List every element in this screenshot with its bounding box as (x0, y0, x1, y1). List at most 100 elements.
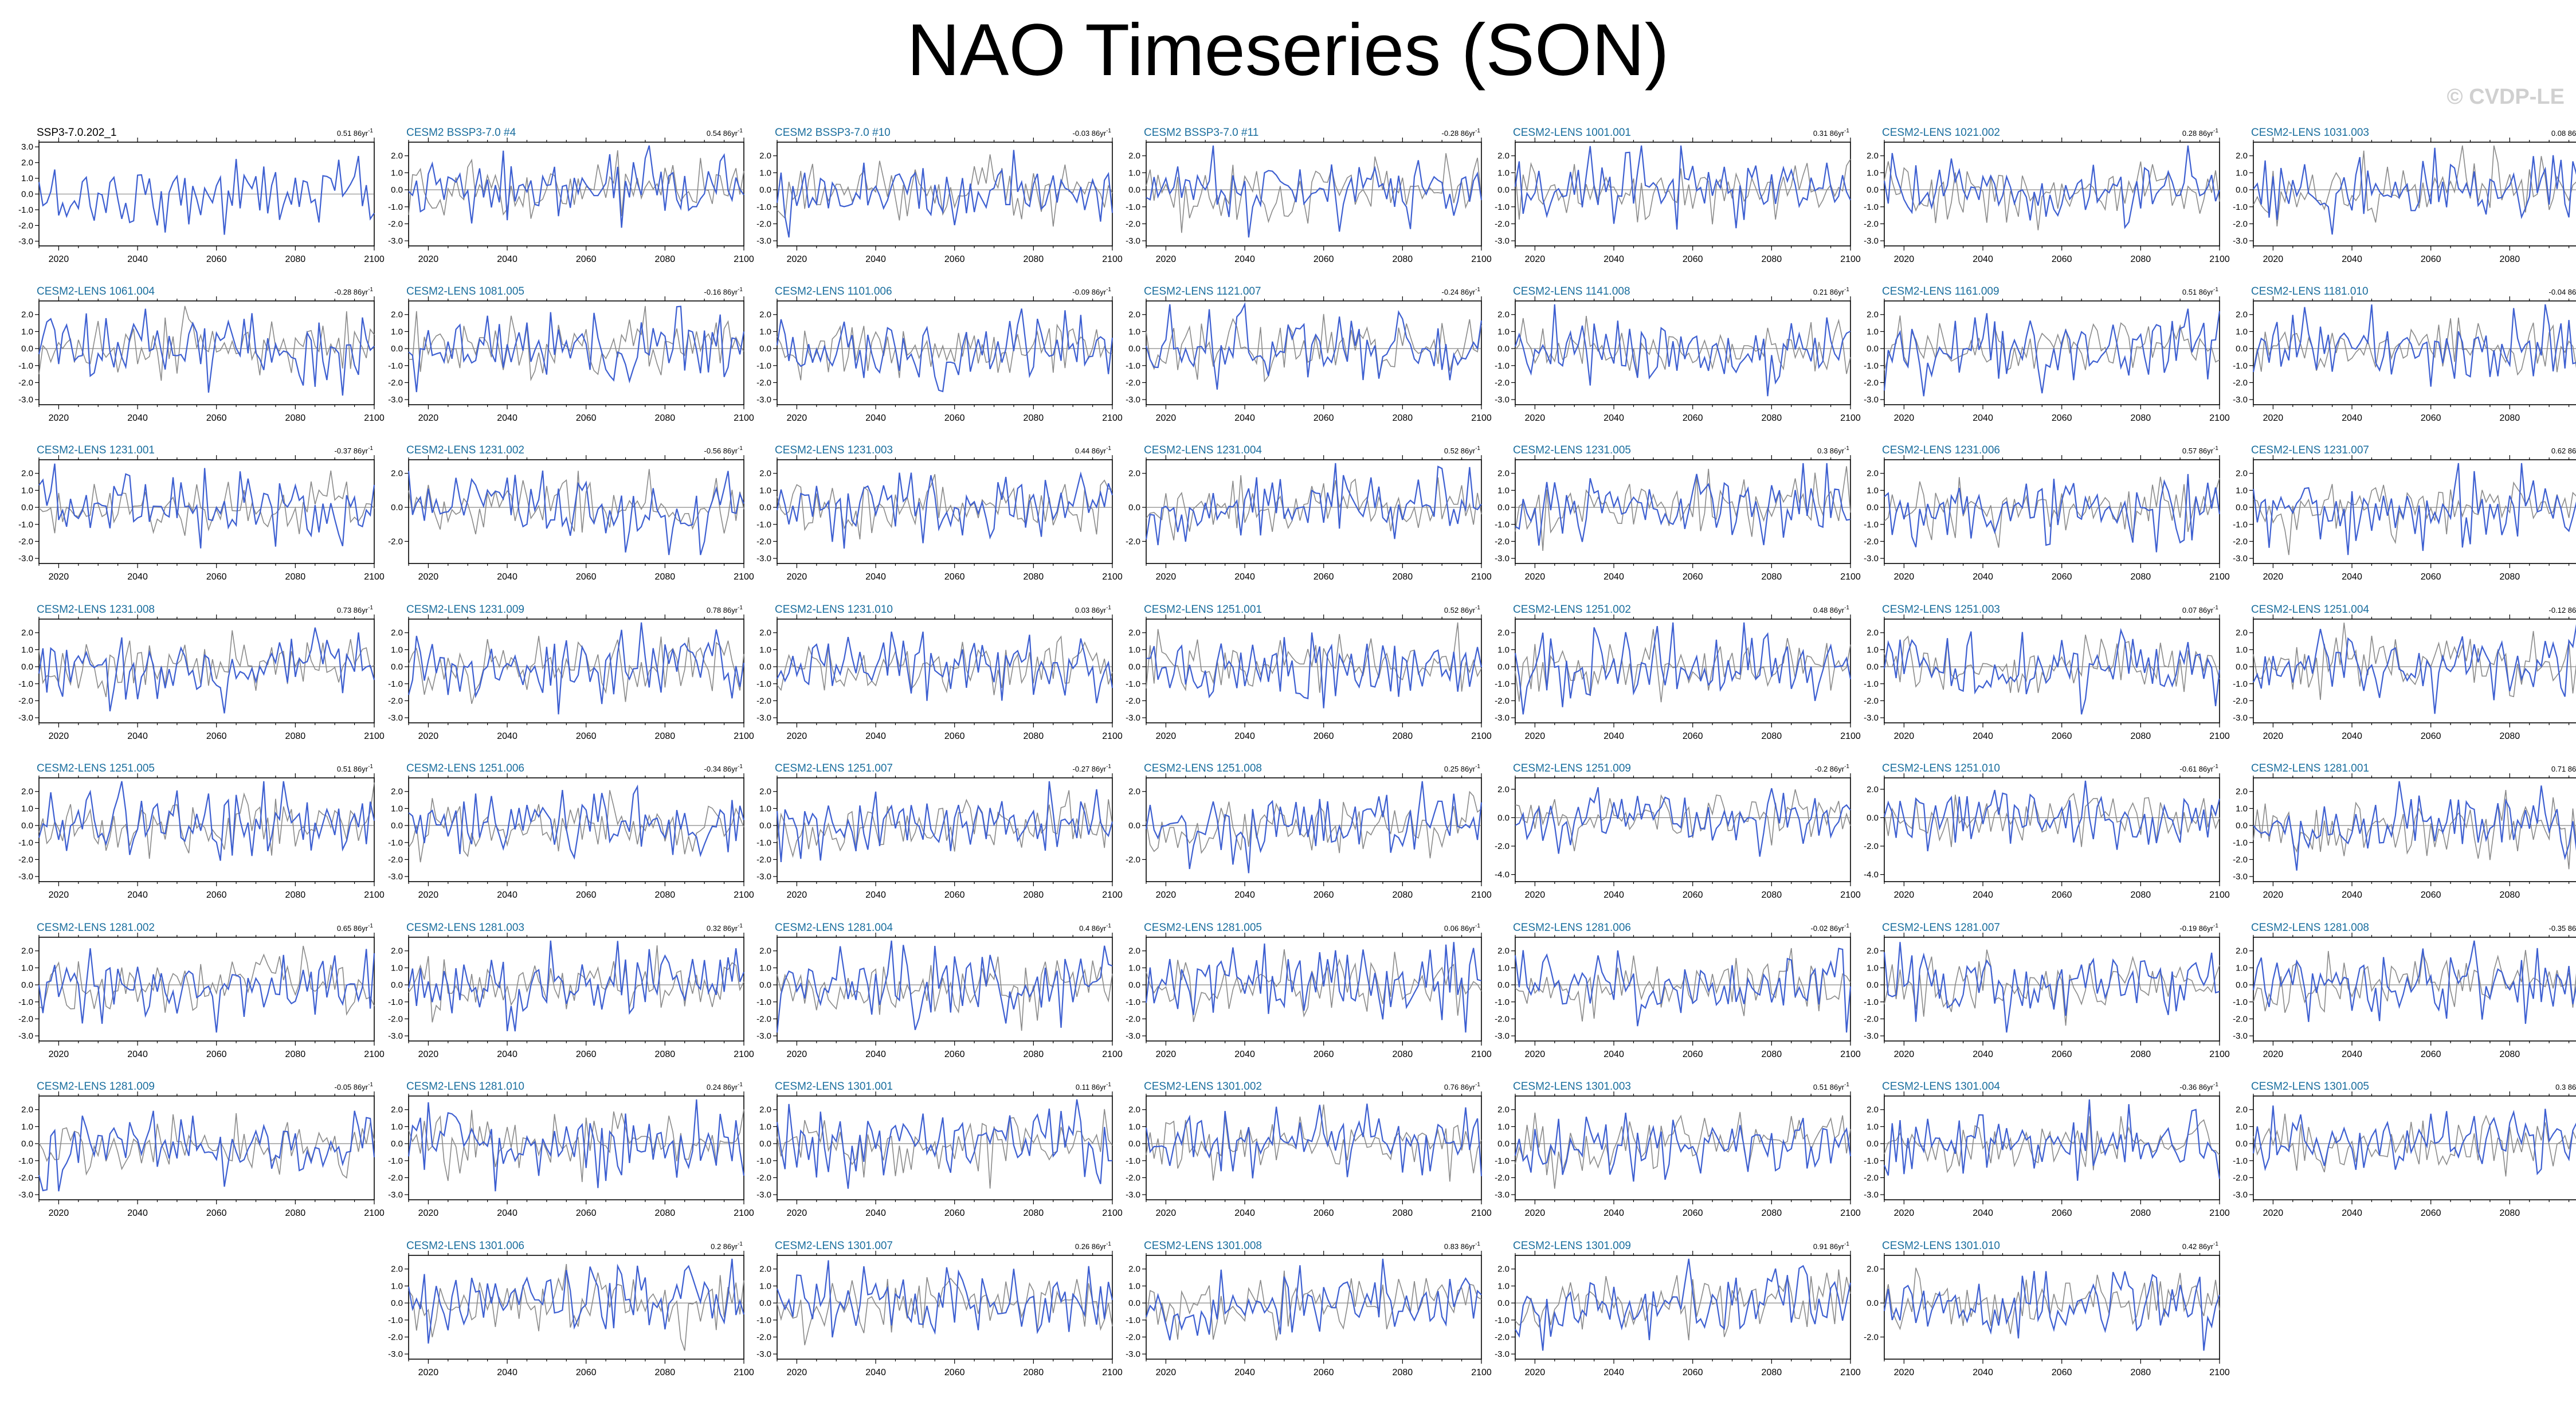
y-tick-label: -3.0 (1495, 1349, 1509, 1359)
y-tick-label: -3.0 (2233, 236, 2248, 246)
ensemble-mean-line (38, 470, 375, 536)
x-tick-label: 2080 (2131, 1050, 2151, 1059)
x-tick-label: 2060 (944, 890, 965, 900)
y-tick-label: 0.0 (2236, 1139, 2248, 1149)
y-tick-label: 2.0 (21, 310, 33, 320)
x-tick-label: 2060 (2052, 1368, 2072, 1377)
x-tick-label: 2080 (285, 413, 306, 423)
x-tick-label: 2080 (655, 572, 676, 582)
x-tick-label: 2020 (787, 1368, 807, 1377)
panel-trend: -0.24 86yr-1 (1442, 287, 1481, 296)
x-tick-label: 2060 (944, 1208, 965, 1218)
panel-title: CESM2-LENS 1281.001 (2251, 762, 2369, 774)
panel-54: CESM2-LENS 1301.010 0.42 86yr-1 -2.0 0.0 2.0… (1864, 1240, 2230, 1377)
panel-title: CESM2-LENS 1251.010 (1882, 762, 2000, 774)
y-tick-label: -1.0 (18, 1156, 33, 1166)
x-tick-label: 2080 (2500, 413, 2520, 423)
x-tick-label: 2100 (1840, 1208, 1861, 1218)
x-tick-label: 2040 (1234, 413, 1255, 423)
plot-frame (408, 300, 744, 405)
member-line (38, 308, 375, 396)
y-tick-label: -1.0 (2233, 520, 2248, 530)
panel-title: CESM2-LENS 1301.007 (775, 1240, 893, 1252)
y-tick-label: -2.0 (756, 855, 771, 864)
x-tick-label: 2040 (1603, 413, 1624, 423)
y-tick-label: 2.0 (21, 946, 33, 956)
panel-trend: -0.27 86yr-1 (1073, 764, 1112, 773)
y-tick-label: -2.0 (1864, 696, 1879, 706)
x-tick-label: 2060 (944, 413, 965, 423)
y-tick-label: 2.0 (759, 787, 771, 797)
panel-title: CESM2-LENS 1231.008 (37, 604, 155, 616)
panel-44: CESM2-LENS 1281.010 0.24 86yr-1 -3.0 -2.0 -1… (388, 1081, 754, 1218)
panel-title: CESM2-LENS 1281.007 (1882, 922, 2000, 934)
x-tick-label: 2080 (285, 731, 306, 741)
y-tick-label: -1.0 (2233, 361, 2248, 371)
y-tick-label: 2.0 (1128, 469, 1140, 479)
panel-trend: 0.52 86yr-1 (1444, 605, 1481, 615)
x-tick-label: 2020 (418, 1050, 439, 1059)
plot-frame (1146, 619, 1482, 723)
y-tick-label: 0.0 (1497, 813, 1509, 823)
x-tick-label: 2040 (1603, 1368, 1624, 1377)
member-line (407, 1258, 745, 1344)
ensemble-mean-line (2253, 318, 2576, 376)
x-tick-label: 2020 (787, 890, 807, 900)
y-tick-label: 0.0 (1497, 662, 1509, 672)
y-tick-label: 1.0 (21, 1122, 33, 1132)
panel-27: CESM2-LENS 1251.003 0.07 86yr-1 -3.0 -2.0 -1… (1864, 604, 2230, 741)
x-tick-label: 2100 (734, 413, 754, 423)
y-tick-label: 2.0 (759, 946, 771, 956)
member-line (1883, 308, 2221, 397)
panel-title: CESM2-LENS 1301.004 (1882, 1081, 2000, 1093)
x-tick-label: 2040 (127, 572, 148, 582)
plot-frame (777, 937, 1113, 1042)
y-tick-label: 2.0 (1867, 785, 1879, 794)
ensemble-mean-line (2253, 789, 2576, 870)
plot-frame (408, 1255, 744, 1360)
x-tick-label: 2040 (1973, 1050, 1993, 1059)
member-line (1145, 1103, 1483, 1179)
y-tick-label: 2.0 (21, 787, 33, 797)
y-tick-label: 2.0 (2236, 1105, 2248, 1115)
x-tick-label: 2060 (576, 1050, 597, 1059)
y-tick-label: -3.0 (1126, 713, 1140, 723)
member-line (38, 948, 375, 1033)
x-tick-label: 2040 (1603, 1208, 1624, 1218)
y-tick-label: -2.0 (1126, 696, 1140, 706)
member-line (1145, 1258, 1482, 1341)
x-tick-label: 2060 (576, 255, 597, 264)
plot-frame (777, 777, 1113, 882)
x-tick-label: 2100 (1471, 413, 1492, 423)
x-tick-label: 2020 (418, 255, 439, 264)
y-tick-label: 1.0 (2236, 645, 2248, 655)
y-tick-label: 1.0 (391, 327, 403, 336)
y-tick-label: -1.0 (1126, 1316, 1140, 1325)
y-tick-label: 0.0 (2236, 503, 2248, 512)
ensemble-mean-line (408, 790, 744, 863)
x-tick-label: 2080 (1393, 572, 1413, 582)
plot-frame (1884, 300, 2220, 405)
x-tick-label: 2040 (1603, 731, 1624, 741)
x-tick-label: 2100 (2209, 572, 2230, 582)
member-line (776, 471, 1113, 549)
panel-45: CESM2-LENS 1301.001 0.11 86yr-1 -3.0 -2.0 -1… (756, 1081, 1123, 1218)
member-line (1145, 781, 1483, 874)
x-tick-label: 2100 (364, 731, 385, 741)
x-tick-label: 2060 (2421, 890, 2441, 900)
member-line (776, 150, 1113, 238)
panel-52: CESM2-LENS 1301.008 0.83 86yr-1 -3.0 -2.0 -1… (1126, 1240, 1492, 1377)
x-tick-label: 2080 (1393, 413, 1413, 423)
y-tick-label: 0.0 (759, 185, 771, 195)
member-line (2252, 304, 2576, 387)
panel-12: CESM2-LENS 1141.008 0.21 86yr-1 -3.0 -2.0 -1… (1495, 285, 1861, 423)
member-line (1883, 1099, 2221, 1181)
y-tick-label: -1.0 (1495, 361, 1509, 371)
ensemble-mean-line (1884, 792, 2220, 847)
panel-41: CESM2-LENS 1281.007 -0.19 86yr-1 -3.0 -2.0 -… (1864, 922, 2230, 1059)
panel-trend: 0.31 86yr-1 (1813, 128, 1850, 138)
member-line (1514, 948, 1852, 1033)
x-tick-label: 2100 (1840, 413, 1861, 423)
y-tick-label: -2.0 (1126, 855, 1140, 864)
x-tick-label: 2080 (285, 890, 306, 900)
